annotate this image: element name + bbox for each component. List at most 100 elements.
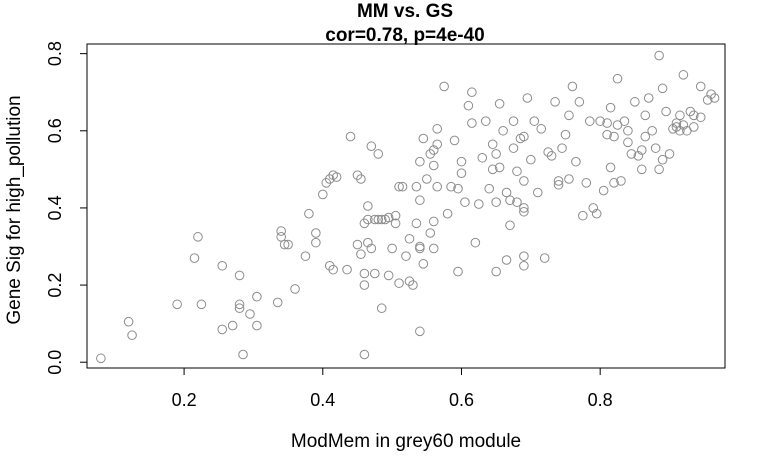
data-point (363, 214, 373, 225)
data-point (675, 110, 685, 121)
data-point (522, 93, 533, 103)
data-point (456, 156, 467, 167)
data-point (609, 131, 619, 142)
data-point (425, 228, 436, 238)
data-point (640, 110, 651, 121)
data-point (317, 189, 328, 200)
plot-frame (86, 43, 726, 369)
y-tick-label: 0.0 (45, 350, 65, 375)
data-point (234, 299, 245, 310)
data-point (688, 110, 699, 121)
data-point (311, 237, 321, 248)
data-point (356, 249, 366, 260)
data-point (408, 280, 418, 290)
data-point (581, 178, 592, 188)
x-tick-label: 0.8 (588, 390, 613, 410)
data-point (567, 81, 578, 92)
data-point (363, 237, 373, 248)
chart-subtitle: cor=0.78, p=4e-40 (325, 25, 485, 46)
data-point (512, 166, 522, 177)
data-point (553, 176, 564, 186)
data-point (456, 168, 467, 179)
data-point (477, 152, 488, 163)
data-point (304, 208, 314, 219)
data-point (439, 81, 449, 92)
data-point (383, 212, 394, 223)
data-point (623, 137, 633, 148)
data-point (695, 81, 706, 92)
data-point (363, 201, 373, 211)
data-point (491, 197, 501, 207)
data-point (519, 251, 529, 261)
data-point (390, 218, 401, 229)
data-point (432, 124, 443, 134)
data-point (470, 237, 481, 248)
data-point (619, 116, 630, 126)
data-point (557, 143, 567, 153)
data-point (359, 268, 370, 279)
data-point (394, 181, 404, 192)
data-point (453, 266, 463, 277)
data-point (366, 141, 377, 152)
data-point (529, 116, 540, 126)
data-point (234, 303, 245, 314)
data-point (390, 210, 401, 221)
data-point (519, 176, 529, 186)
data-point (279, 239, 290, 250)
data-point (487, 139, 498, 150)
data-point (550, 97, 560, 107)
data-point (480, 116, 491, 126)
chart-title: MM vs. GS (357, 1, 453, 22)
data-point (564, 110, 574, 121)
data-point (602, 129, 612, 140)
data-point (654, 50, 664, 61)
data-point (688, 122, 699, 132)
data-point (272, 297, 283, 308)
data-point (245, 309, 255, 319)
x-tick-label: 0.4 (310, 390, 335, 410)
data-point (376, 214, 387, 225)
data-point (484, 183, 495, 194)
data-point (709, 93, 720, 103)
data-point (616, 176, 626, 186)
y-tick-label: 0.4 (45, 195, 65, 220)
data-point (432, 181, 443, 192)
data-point (491, 266, 501, 277)
data-point (539, 253, 550, 263)
data-point (127, 330, 137, 341)
data-point (415, 243, 425, 254)
data-point (422, 174, 432, 184)
data-point (605, 102, 616, 113)
data-point (609, 178, 619, 188)
data-point (508, 116, 519, 126)
data-point (415, 241, 425, 252)
data-point (442, 208, 453, 219)
data-point (494, 162, 505, 173)
data-point (463, 100, 474, 111)
data-point (571, 156, 581, 167)
data-point (411, 218, 422, 229)
data-point (96, 353, 106, 364)
data-point (636, 145, 647, 155)
data-point (449, 135, 460, 146)
data-point (428, 216, 439, 227)
data-point (227, 320, 238, 331)
data-point (234, 270, 245, 281)
data-point (428, 145, 439, 155)
data-point (276, 232, 286, 242)
data-point (428, 243, 439, 254)
data-point (467, 118, 477, 128)
data-point (598, 185, 609, 196)
data-point (695, 112, 706, 123)
data-point (630, 97, 640, 107)
data-point (508, 143, 519, 153)
data-point (369, 268, 380, 279)
data-point (356, 174, 366, 184)
data-point (578, 210, 588, 221)
data-point (605, 162, 616, 173)
data-point (505, 195, 515, 206)
data-point (636, 164, 647, 175)
data-point (345, 131, 356, 142)
data-point (193, 232, 203, 242)
data-point (415, 326, 425, 337)
